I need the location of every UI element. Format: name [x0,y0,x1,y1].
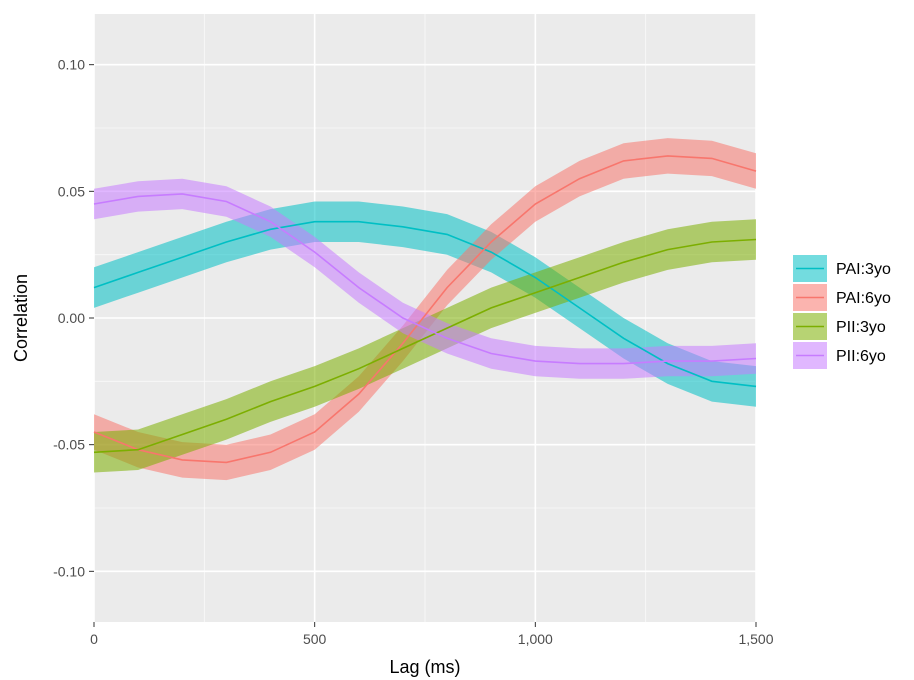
y-tick-label: 0.10 [58,57,85,73]
y-tick-label: 0.00 [58,310,85,326]
line-pai-3yo [93,220,757,388]
band-pai-6yo [94,138,756,481]
line-pai-6yo [93,155,757,464]
x-tick-label: 500 [303,631,327,647]
legend: PAI:3yo PAI:6yo PII:3yo PII:6yo [793,255,891,369]
line-pii-6yo [93,193,757,365]
band-pai-3yo [94,201,756,407]
x-tick-label: 1,000 [518,631,553,647]
x-tick-label: 0 [90,631,98,647]
line-pii-3yo [93,238,757,454]
confidence-bands [94,138,756,481]
legend-label: PII:6yo [836,348,886,365]
x-tick-label: 1,500 [738,631,773,647]
y-tick-label: -0.05 [53,437,85,453]
y-tick-label: -0.10 [53,563,85,579]
band-pii-3yo [94,219,756,473]
band-pii-6yo [94,178,756,379]
y-tick-label: 0.05 [58,183,85,199]
series-lines [93,155,757,464]
legend-label: PII:3yo [836,319,886,336]
axis-ticks [89,64,757,627]
x-axis-title: Lag (ms) [389,657,460,677]
y-axis-title: Correlation [11,274,31,362]
legend-label: PAI:3yo [836,261,891,278]
tick-labels: 0 500 1,000 1,500 -0.10 -0.05 0.00 0.05 0.10 [53,57,774,647]
legend-label: PAI:6yo [836,290,891,307]
